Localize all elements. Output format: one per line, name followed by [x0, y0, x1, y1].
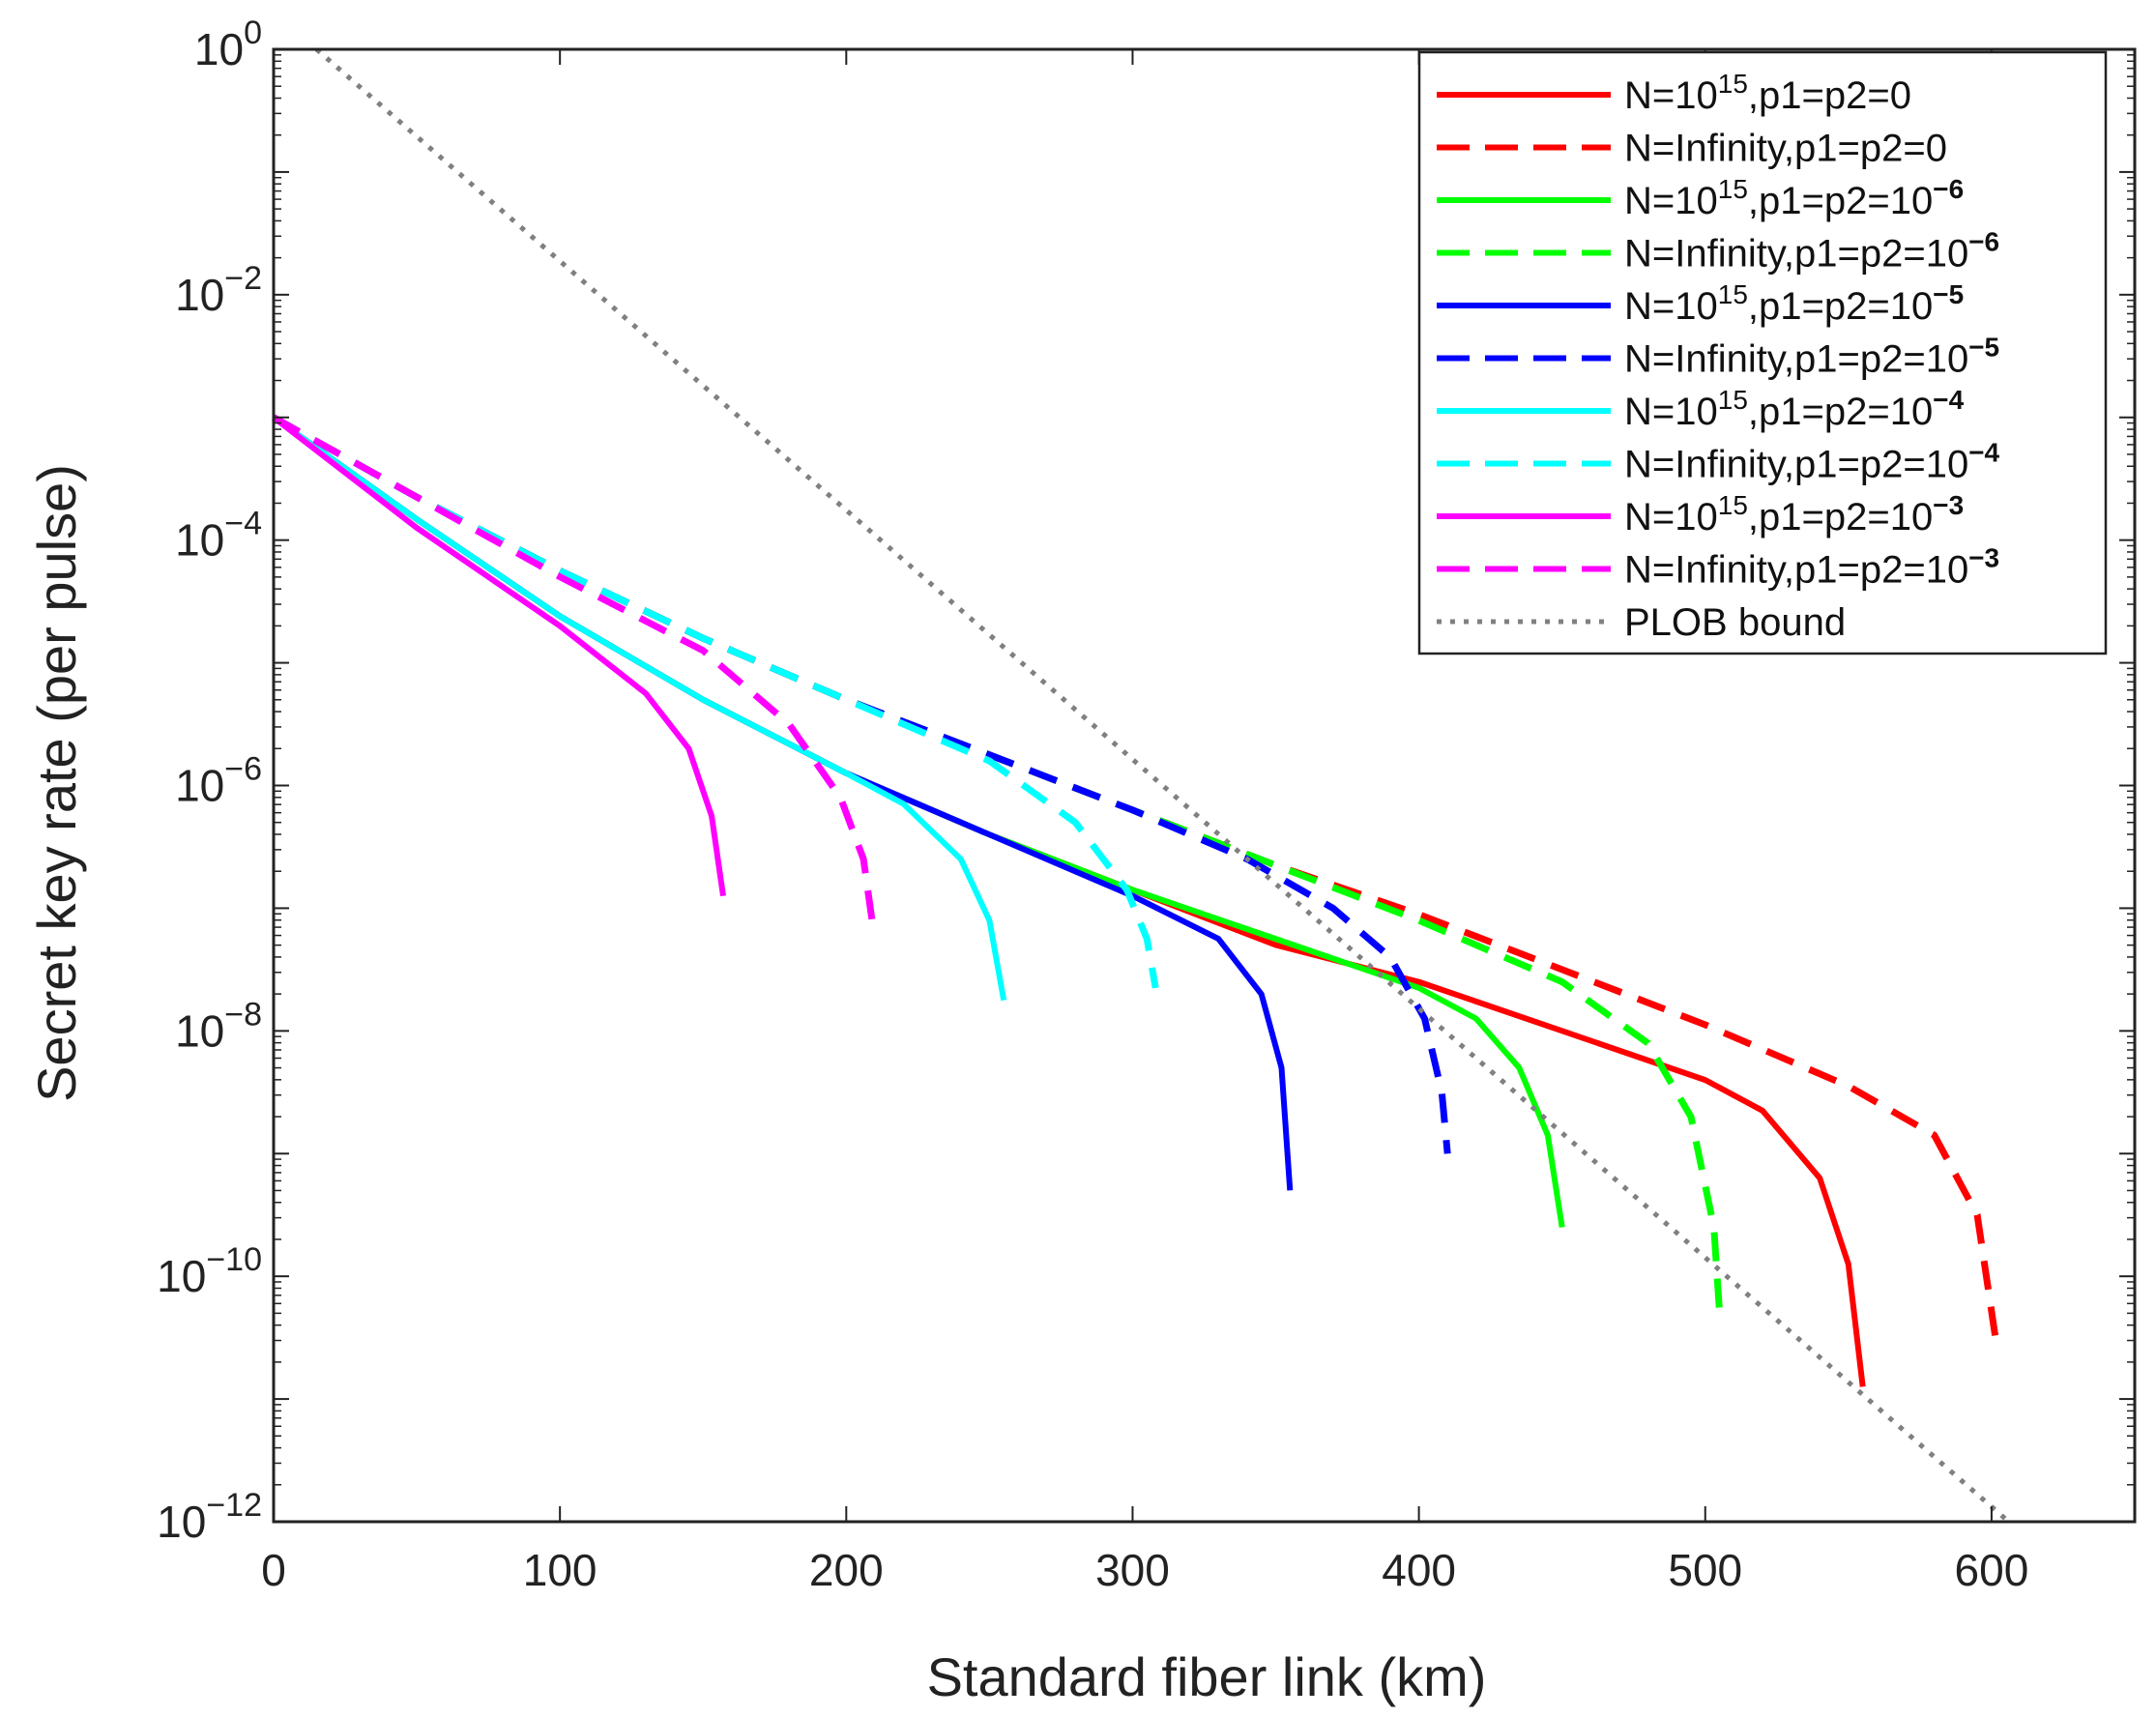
- legend: N=1015,p1=p2=0N=Infinity,p1=p2=0N=1015,p…: [1417, 50, 2108, 655]
- legend-label-9: N=1015,p1=p2=10−3: [1624, 490, 1964, 538]
- x-axis-title: Standard fiber link (km): [927, 1646, 1487, 1707]
- legend-label-1: N=1015,p1=p2=0: [1624, 69, 1911, 117]
- series-line-9: [272, 415, 726, 897]
- legend-label-4: N=Infinity,p1=p2=10−6: [1624, 227, 1999, 276]
- legend-label-3: N=1015,p1=p2=10−6: [1624, 174, 1964, 222]
- y-tick-label: 10−12: [157, 1487, 262, 1547]
- series-line-10: [272, 414, 876, 921]
- y-axis-title: Secret key rate (per pulse): [26, 464, 87, 1102]
- x-tick-label: 400: [1382, 1545, 1456, 1595]
- legend-label-10: N=Infinity,p1=p2=10−3: [1624, 543, 1999, 592]
- legend-label-8: N=Infinity,p1=p2=10−4: [1624, 438, 2000, 486]
- legend-label-5: N=1015,p1=p2=10−5: [1624, 279, 1964, 328]
- legend-box: [1417, 50, 2108, 655]
- legend-label-2: N=Infinity,p1=p2=0: [1624, 128, 1947, 170]
- series-layer: [272, 47, 2011, 1524]
- y-tick-label: 10−2: [175, 260, 262, 320]
- series-line-11: [314, 47, 2011, 1524]
- legend-label-6: N=Infinity,p1=p2=10−5: [1624, 333, 1999, 381]
- plot-frame: [272, 47, 2137, 1524]
- series-line-7: [272, 415, 1007, 1002]
- x-tick-label: 500: [1668, 1545, 1742, 1595]
- x-tick-label: 600: [1955, 1545, 2029, 1595]
- x-tick-label: 100: [523, 1545, 597, 1595]
- y-tick-label: 10−8: [175, 996, 262, 1056]
- tick-labels-layer: 0 100 200 300 400 500 600 10−12 10−10 10−8 10−6 10−…: [157, 15, 2028, 1595]
- x-tick-label: 0: [261, 1545, 286, 1595]
- legend-label-7: N=1015,p1=p2=10−4: [1624, 385, 1965, 433]
- y-tick-label: 10−6: [175, 751, 262, 811]
- y-tick-label: 100: [194, 15, 262, 74]
- x-tick-label: 200: [809, 1545, 884, 1595]
- y-tick-label: 10−4: [175, 506, 262, 566]
- legend-label-11: PLOB bound: [1624, 601, 1846, 644]
- x-tick-label: 300: [1095, 1545, 1170, 1595]
- y-tick-label: 10−10: [157, 1241, 262, 1301]
